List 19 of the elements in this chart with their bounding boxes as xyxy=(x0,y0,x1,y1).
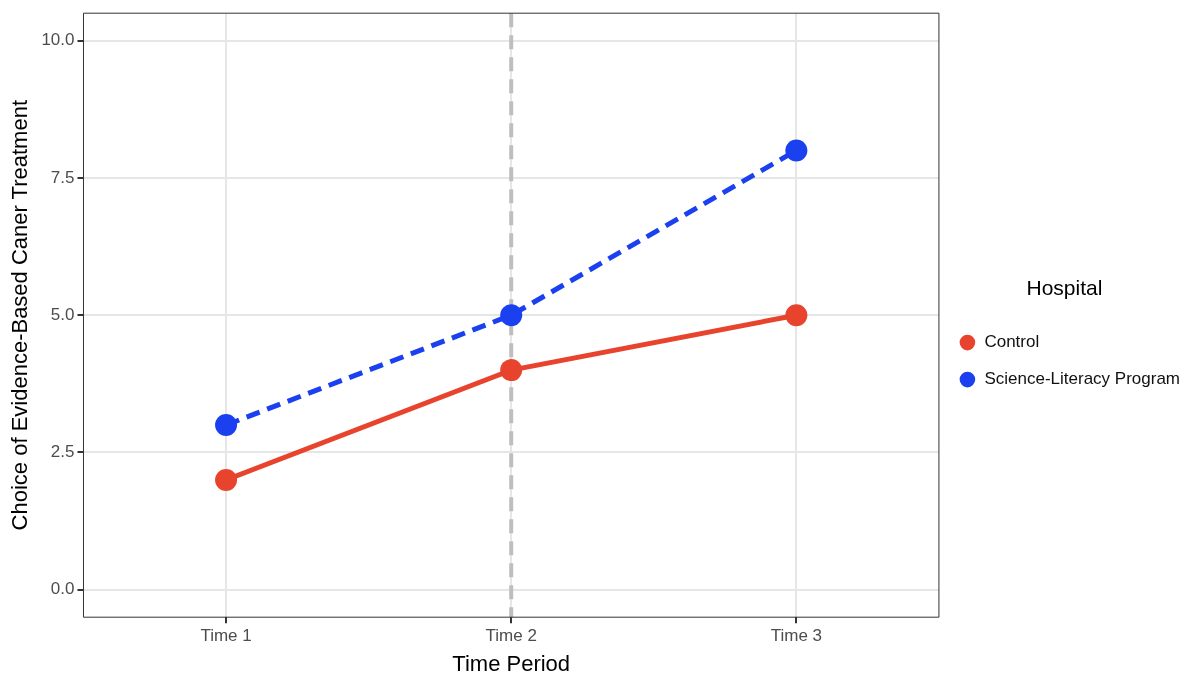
point xyxy=(500,359,523,382)
y-tick-label: 2.5 xyxy=(50,442,75,462)
y-axis-title: Choice of Evidence-Based Caner Treatment xyxy=(7,99,33,531)
point xyxy=(500,304,523,327)
point xyxy=(785,304,808,327)
x-tick-label: Time 2 xyxy=(485,626,537,646)
y-tick-label: 5.0 xyxy=(50,304,75,324)
x-tick-label: Time 3 xyxy=(770,626,823,646)
y-tick-label: 7.5 xyxy=(50,167,75,187)
point xyxy=(215,468,238,491)
y-tick-label: 10.0 xyxy=(41,30,75,50)
x-tick-label: Time 1 xyxy=(200,626,252,646)
x-axis-title: Time Period xyxy=(452,650,571,676)
legend-label: Science-Literacy Program xyxy=(984,369,1180,389)
legend-label: Control xyxy=(984,332,1040,352)
y-tick-label: 0.0 xyxy=(50,579,75,599)
point xyxy=(785,139,808,162)
point xyxy=(215,414,238,437)
legend-title: Hospital xyxy=(1026,276,1103,300)
